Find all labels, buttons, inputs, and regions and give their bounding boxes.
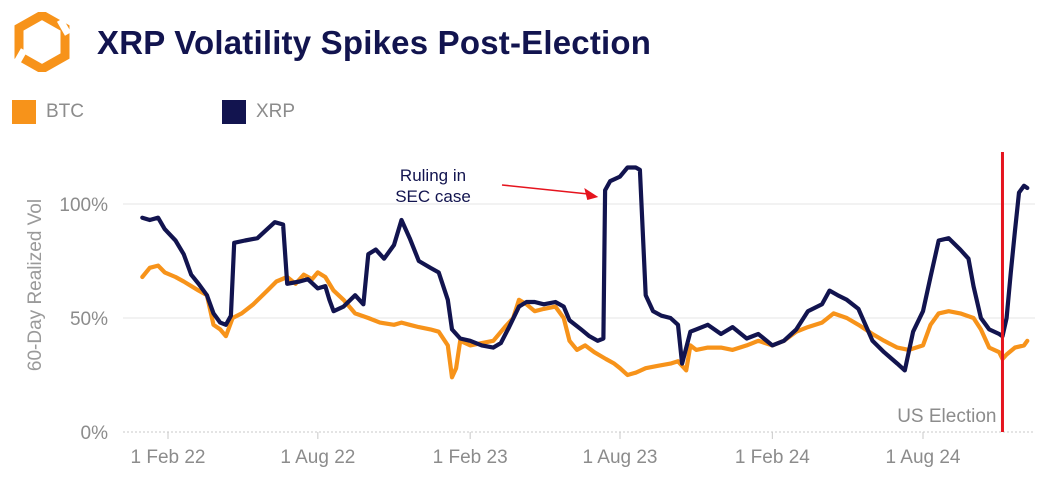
y-tick-label: 50% bbox=[70, 309, 108, 330]
x-tick-label: 1 Aug 23 bbox=[582, 447, 657, 468]
series-line-xrp bbox=[140, 165, 1030, 373]
x-tick-label: 1 Aug 22 bbox=[280, 447, 355, 468]
x-tick-label: 1 Feb 24 bbox=[735, 447, 810, 468]
x-tick-label: 1 Feb 23 bbox=[433, 447, 508, 468]
election-label: US Election bbox=[897, 406, 996, 427]
series-lines bbox=[140, 165, 1030, 380]
legend-swatch-xrp bbox=[222, 100, 246, 124]
legend-label-xrp: XRP bbox=[256, 101, 296, 122]
hexagon-logo-icon bbox=[12, 12, 72, 72]
sec-ruling-arrowhead bbox=[584, 188, 599, 200]
legend-item-btc: BTC bbox=[12, 100, 84, 124]
page-title: XRP Volatility Spikes Post-Election bbox=[97, 24, 652, 61]
y-tick-label: 100% bbox=[59, 195, 108, 216]
series-line-btc bbox=[140, 263, 1030, 380]
gridlines bbox=[123, 203, 1035, 433]
legend-item-xrp: XRP bbox=[222, 100, 295, 124]
sec-ruling-label: Ruling in bbox=[400, 166, 466, 185]
sec-ruling-label: SEC case bbox=[395, 187, 471, 206]
y-axis-title: 60-Day Realized Vol bbox=[25, 199, 46, 371]
annotations: Ruling in SEC case US Election bbox=[395, 152, 1004, 432]
legend-label-btc: BTC bbox=[46, 101, 84, 122]
legend-swatch-btc bbox=[12, 100, 36, 124]
x-tick-label: 1 Aug 24 bbox=[885, 447, 960, 468]
x-tick-label: 1 Feb 22 bbox=[131, 447, 206, 468]
y-tick-label: 0% bbox=[81, 423, 109, 444]
axes: 0% 50% 100% 1 Feb 22 1 Aug 22 1 Feb 23 1 Aug 2… bbox=[59, 195, 961, 468]
sec-ruling-arrow bbox=[501, 184, 589, 195]
